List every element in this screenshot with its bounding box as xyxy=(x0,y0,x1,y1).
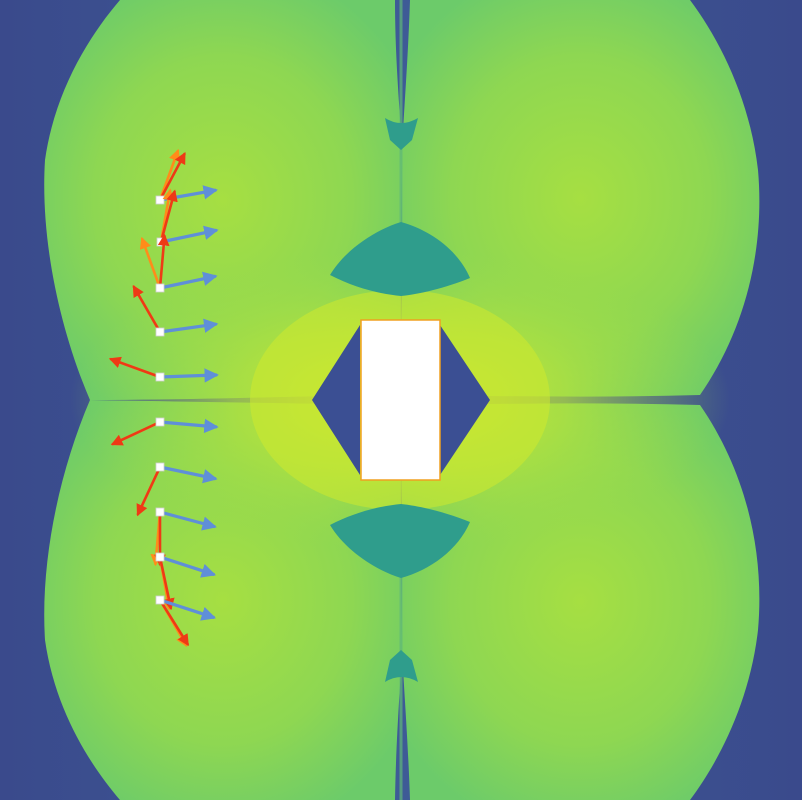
red-arrow xyxy=(158,555,175,611)
blue-arrow xyxy=(159,225,219,244)
red-arrow xyxy=(136,465,162,517)
red-arrow xyxy=(157,233,170,290)
red-arrow xyxy=(158,598,189,647)
notch-top xyxy=(330,222,470,296)
obstacle-shadow xyxy=(312,325,490,475)
red-arrow xyxy=(108,356,162,379)
probe-marker xyxy=(155,327,165,337)
blue-arrow xyxy=(158,271,218,290)
probe-marker xyxy=(155,595,165,605)
blue-arrow xyxy=(158,465,218,484)
probe-marker xyxy=(155,372,165,382)
notch-bottom xyxy=(330,504,470,578)
probe-marker xyxy=(155,552,165,562)
probe-marker xyxy=(155,283,165,293)
orange-arrow xyxy=(139,236,162,290)
probe-marker xyxy=(155,462,165,472)
blue-arrow xyxy=(158,368,219,383)
obstacle-rectangle xyxy=(360,319,441,481)
blue-arrow xyxy=(158,598,217,621)
red-arrow xyxy=(159,189,178,244)
probe-arrows xyxy=(108,148,219,648)
blue-arrow xyxy=(158,418,219,434)
probe-marker xyxy=(155,417,165,427)
probe-marker xyxy=(155,507,165,517)
blue-arrow xyxy=(158,510,217,531)
blue-arrow xyxy=(158,318,219,334)
red-arrow xyxy=(132,284,162,334)
notch-bottom-small xyxy=(385,650,418,682)
notch-top-small xyxy=(385,118,418,150)
probe-marker xyxy=(155,195,165,205)
blue-arrow xyxy=(158,555,217,578)
red-arrow xyxy=(110,420,162,446)
